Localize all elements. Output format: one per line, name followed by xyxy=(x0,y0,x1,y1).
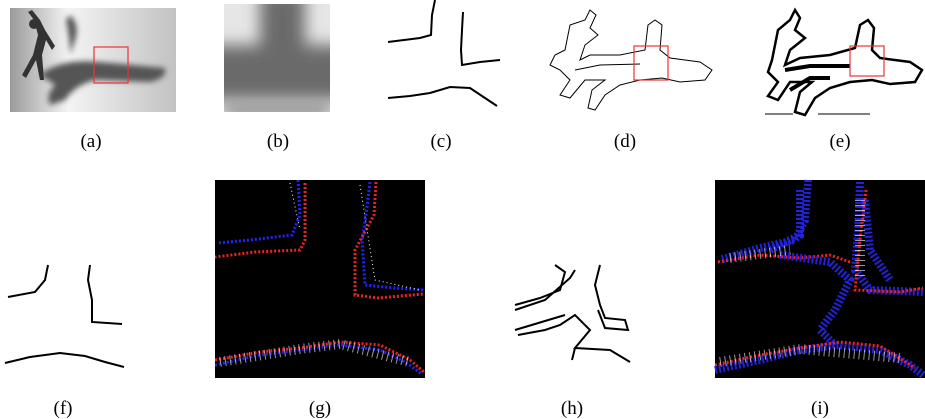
panel-f xyxy=(5,265,124,367)
panel-e xyxy=(765,10,922,115)
panel-c xyxy=(388,0,500,106)
caption: (e) xyxy=(829,131,850,152)
panel-b xyxy=(200,0,350,120)
caption: (i) xyxy=(811,398,829,419)
caption: (d) xyxy=(614,131,636,152)
panel-d xyxy=(550,10,712,110)
caption: (f) xyxy=(54,398,73,419)
panel-g xyxy=(215,180,425,378)
panel-h xyxy=(515,265,630,362)
panel-i xyxy=(715,180,925,378)
caption: (c) xyxy=(430,131,451,152)
panel-a xyxy=(10,8,176,112)
caption: (h) xyxy=(561,398,583,419)
caption: (b) xyxy=(267,131,289,152)
figure: (a) (b) (c) (d) (e) (f) (g) (h) (i) xyxy=(0,0,925,419)
caption: (a) xyxy=(80,131,101,152)
caption: (g) xyxy=(309,398,331,419)
